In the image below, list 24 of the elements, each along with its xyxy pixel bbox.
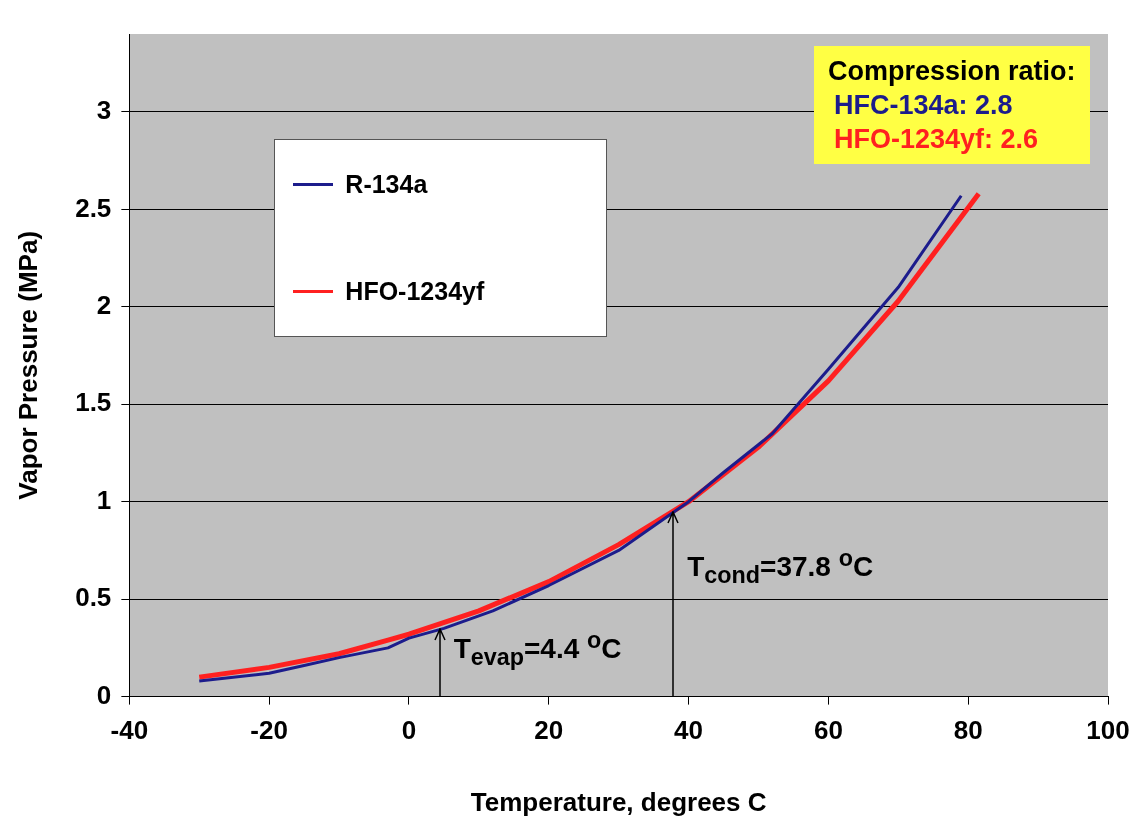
x-tick-label: 80 bbox=[953, 715, 983, 746]
x-tick-label: 20 bbox=[534, 715, 564, 746]
x-tick-label: 40 bbox=[674, 715, 704, 746]
x-tick-label: 0 bbox=[401, 715, 417, 746]
annotation: Compression ratio: bbox=[828, 55, 1076, 88]
y-axis-title: Vapor Pressure (MPa) bbox=[12, 230, 43, 500]
x-axis-title: Temperature, degrees C bbox=[470, 786, 767, 817]
legend-label: R-134a bbox=[345, 170, 428, 199]
annotation: HFO-1234yf: 2.6 bbox=[833, 123, 1040, 156]
y-tick-label: 2 bbox=[96, 290, 112, 321]
x-tick-label: -40 bbox=[110, 715, 149, 746]
x-tick-label: -20 bbox=[250, 715, 288, 746]
x-tick-label: 60 bbox=[813, 715, 843, 746]
y-tick-label: 1 bbox=[96, 484, 112, 515]
annotation: T$_{cond}$=37.8 $^{o}$C bbox=[687, 545, 874, 589]
y-tick-label: 2.5 bbox=[75, 192, 112, 223]
annotation: HFC-134a: 2.8 bbox=[833, 89, 1014, 122]
annotation: T$_{evap}$=4.4 $^{o}$C bbox=[453, 626, 622, 671]
y-tick-label: 1.5 bbox=[75, 387, 112, 418]
y-tick-label: 0 bbox=[96, 679, 112, 710]
y-tick-label: 0.5 bbox=[75, 582, 112, 613]
legend-label: HFO-1234yf bbox=[345, 277, 485, 306]
x-tick-label: 100 bbox=[1086, 715, 1130, 746]
y-tick-label: 3 bbox=[96, 95, 112, 126]
